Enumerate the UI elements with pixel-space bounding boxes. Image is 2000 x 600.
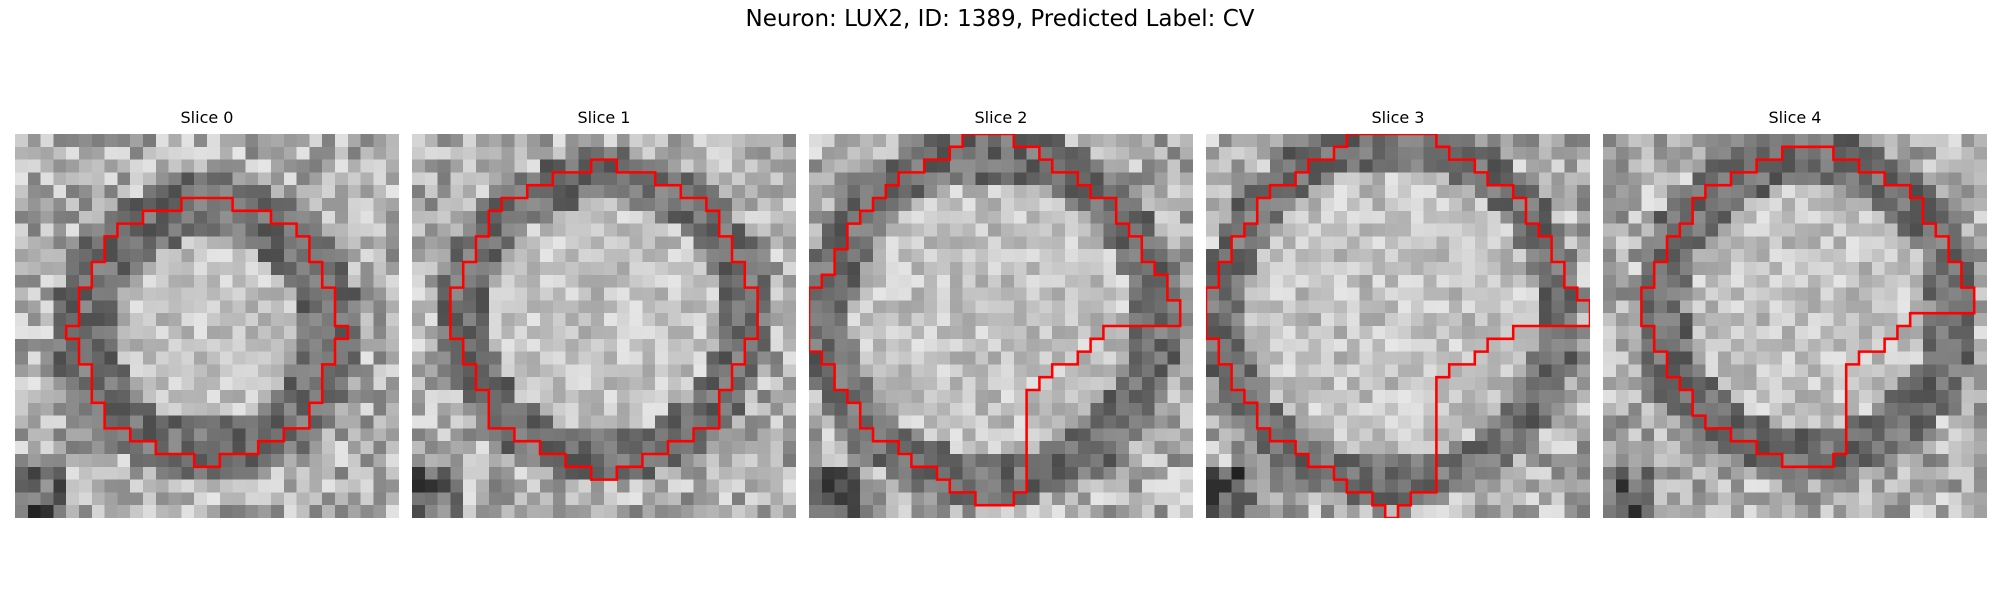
slice-title: Slice 4 (1603, 108, 1987, 128)
slice-panel-4: Slice 4 (1603, 108, 1987, 128)
slice-panel-3: Slice 3 (1206, 108, 1590, 128)
slice-panel-2: Slice 2 (809, 108, 1193, 128)
slice-image-4 (1603, 134, 1987, 518)
slice-image-2 (809, 134, 1193, 518)
slice-title: Slice 0 (15, 108, 399, 128)
figure-title: Neuron: LUX2, ID: 1389, Predicted Label:… (0, 6, 2000, 32)
slice-title: Slice 1 (412, 108, 796, 128)
slice-panel-1: Slice 1 (412, 108, 796, 128)
slice-image-3 (1206, 134, 1590, 518)
slice-image-1 (412, 134, 796, 518)
slice-title: Slice 3 (1206, 108, 1590, 128)
slice-panel-0: Slice 0 (15, 108, 399, 128)
slice-title: Slice 2 (809, 108, 1193, 128)
slice-image-0 (15, 134, 399, 518)
